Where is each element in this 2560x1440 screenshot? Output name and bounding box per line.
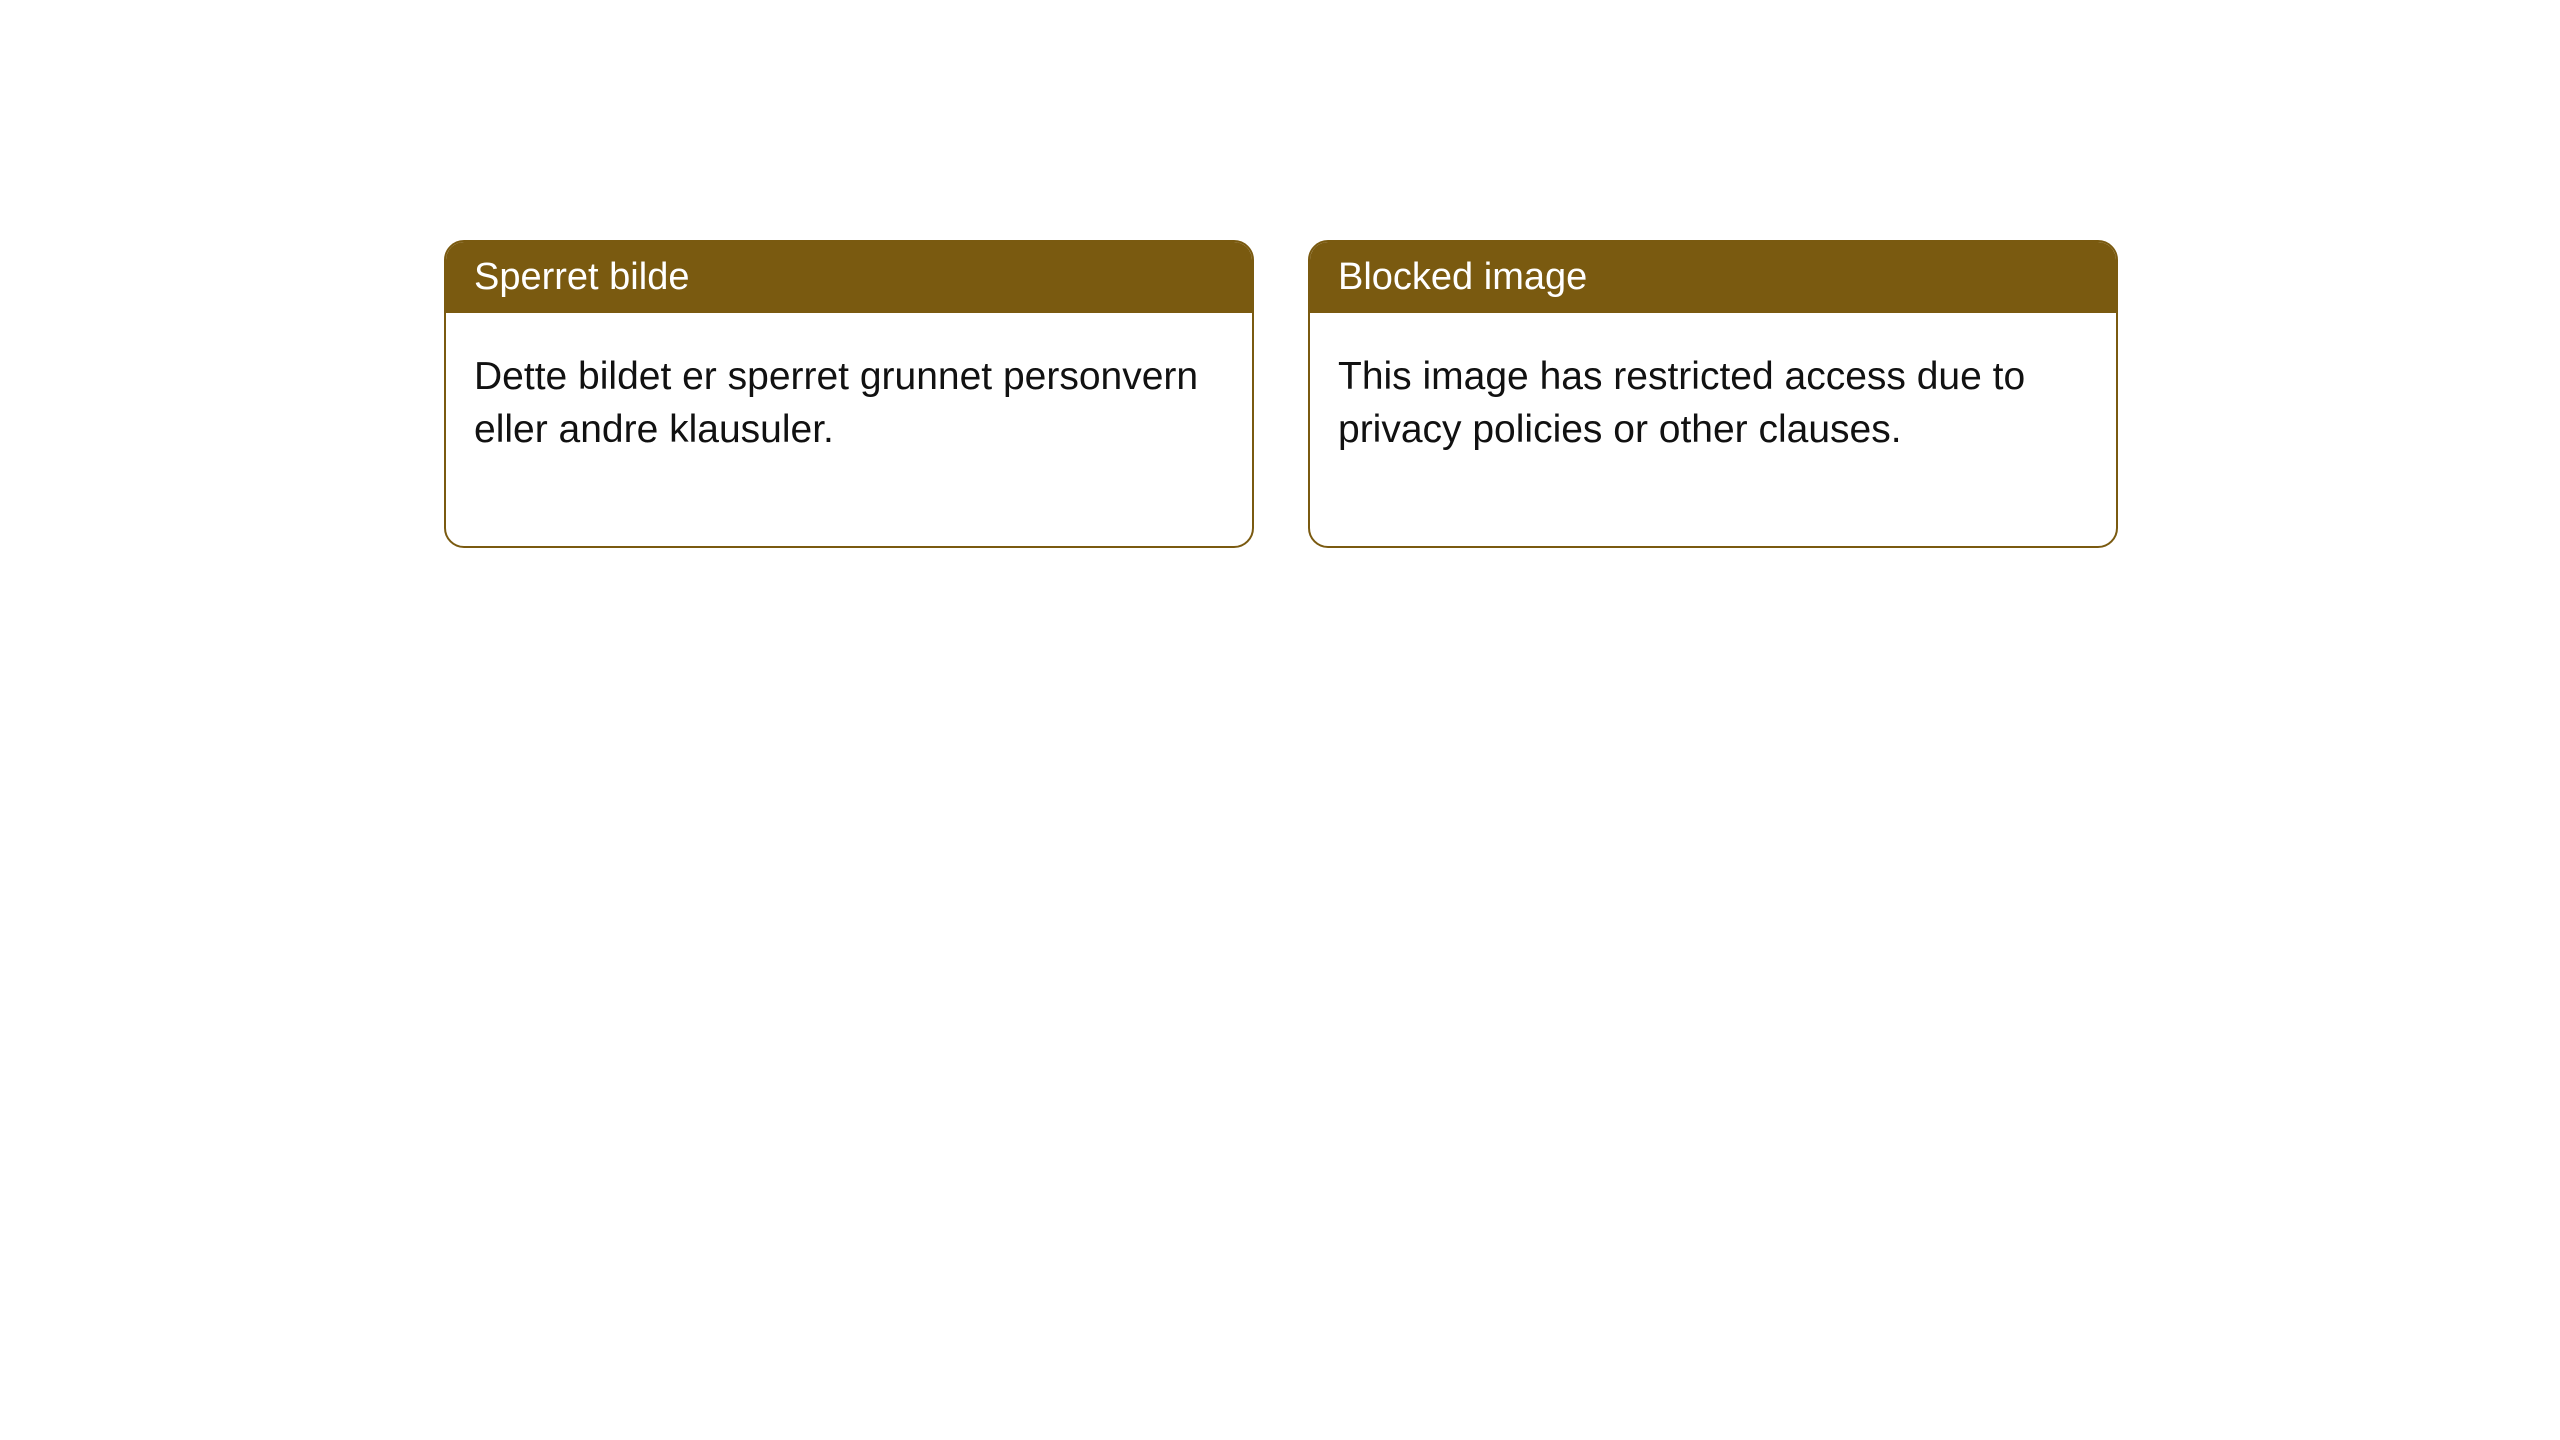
notice-container: Sperret bilde Dette bildet er sperret gr… [0, 0, 2560, 548]
card-body: Dette bildet er sperret grunnet personve… [446, 313, 1252, 546]
card-header: Sperret bilde [446, 242, 1252, 313]
card-header: Blocked image [1310, 242, 2116, 313]
card-title: Sperret bilde [474, 256, 689, 298]
notice-card-english: Blocked image This image has restricted … [1308, 240, 2118, 548]
card-body-text: This image has restricted access due to … [1338, 355, 2025, 451]
card-body-text: Dette bildet er sperret grunnet personve… [474, 355, 1198, 451]
notice-card-norwegian: Sperret bilde Dette bildet er sperret gr… [444, 240, 1254, 548]
card-title: Blocked image [1338, 256, 1587, 298]
card-body: This image has restricted access due to … [1310, 313, 2116, 546]
